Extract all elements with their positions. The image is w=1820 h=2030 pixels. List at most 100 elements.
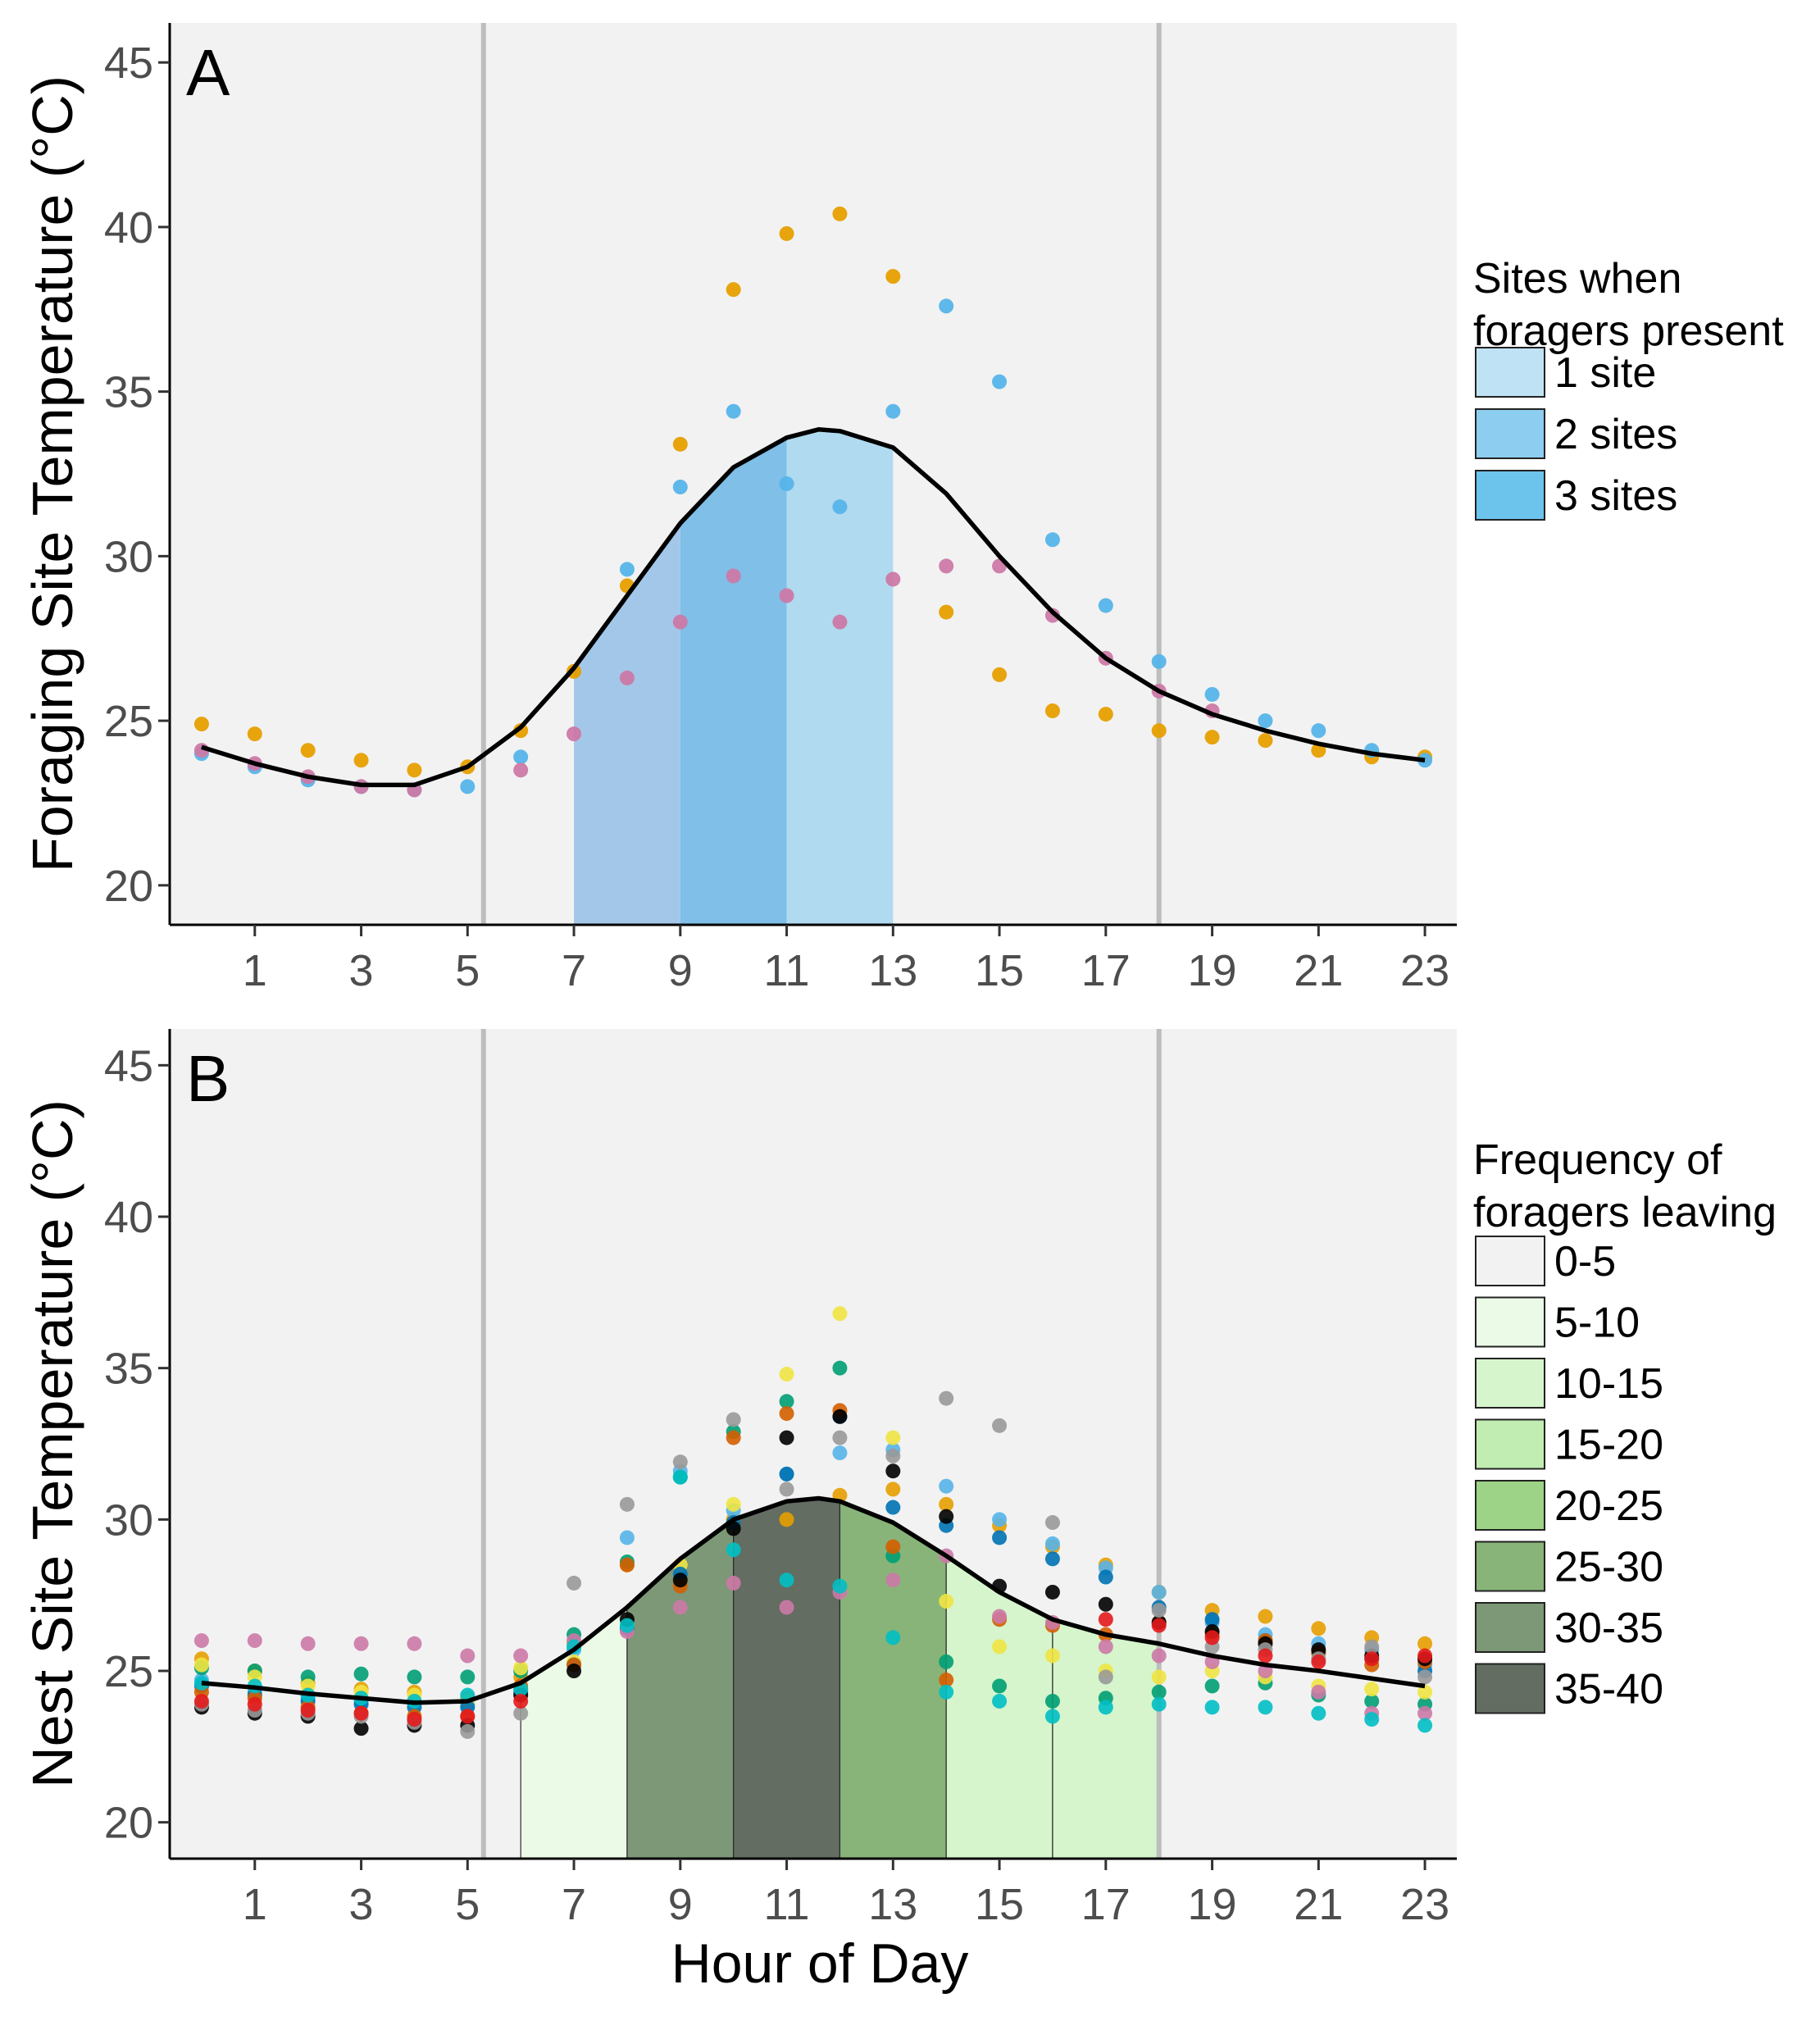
- data-point: [353, 1705, 369, 1721]
- data-point: [1311, 1684, 1326, 1700]
- data-point: [1204, 686, 1220, 702]
- data-point: [1044, 608, 1060, 623]
- data-point: [1044, 703, 1060, 719]
- data-point: [619, 1557, 635, 1573]
- data-point: [513, 723, 529, 739]
- data-point: [513, 1648, 529, 1664]
- legend-item: 1 site: [1475, 347, 1656, 398]
- legend-item: 35-40: [1475, 1663, 1663, 1714]
- data-point: [1151, 653, 1167, 669]
- data-point: [992, 1418, 1008, 1433]
- x-tick-label: 5: [455, 1880, 480, 1929]
- shaded-bands: [574, 429, 894, 925]
- data-point: [460, 1723, 475, 1739]
- legend-item: 5-10: [1475, 1296, 1640, 1348]
- x-tick-label: 7: [562, 946, 586, 995]
- data-point: [1311, 1621, 1326, 1636]
- y-tick-label: 35: [104, 1345, 153, 1394]
- data-point: [1098, 1569, 1113, 1585]
- x-tick-label: 3: [349, 1880, 374, 1929]
- data-point: [1204, 1612, 1220, 1627]
- shaded-band: [680, 437, 787, 925]
- data-point: [832, 1306, 848, 1322]
- data-point: [779, 1482, 794, 1497]
- data-point: [1044, 1551, 1060, 1567]
- data-point: [992, 1530, 1008, 1545]
- data-point: [885, 1463, 901, 1479]
- data-point: [779, 1430, 794, 1445]
- data-point: [672, 436, 688, 452]
- data-point: [1044, 1515, 1060, 1531]
- data-point: [353, 753, 369, 768]
- data-point: [247, 1696, 262, 1712]
- data-point: [939, 1594, 954, 1609]
- data-point: [1151, 1684, 1167, 1700]
- data-point: [353, 1636, 369, 1651]
- data-point: [992, 1693, 1008, 1709]
- data-point: [1417, 1684, 1433, 1700]
- data-point: [460, 1709, 475, 1724]
- data-point: [885, 571, 901, 587]
- data-point: [1311, 1705, 1326, 1721]
- data-point: [672, 1600, 688, 1615]
- data-point: [779, 1466, 794, 1482]
- y-tick-label: 20: [104, 862, 153, 911]
- data-point: [992, 1512, 1008, 1527]
- data-point: [566, 1575, 582, 1591]
- data-point: [407, 762, 422, 778]
- legend-item: 15-20: [1475, 1418, 1663, 1470]
- x-tick-label: 7: [562, 1880, 586, 1929]
- data-point: [726, 1542, 741, 1558]
- legend-item: 2 sites: [1475, 408, 1677, 459]
- data-point: [513, 1693, 529, 1709]
- legend-swatch: [1475, 1418, 1545, 1470]
- x-tick-label: 9: [668, 946, 693, 995]
- x-tick-label: 3: [349, 946, 374, 995]
- data-point: [939, 1496, 954, 1512]
- data-point: [1151, 1696, 1167, 1712]
- data-point: [353, 1666, 369, 1682]
- data-point: [460, 1648, 475, 1664]
- data-point: [832, 1409, 848, 1424]
- data-point: [407, 1669, 422, 1685]
- legend-title: Frequency of: [1473, 1136, 1722, 1184]
- x-tick-label: 15: [975, 946, 1024, 995]
- data-point: [885, 1539, 901, 1554]
- data-point: [513, 749, 529, 765]
- legend-item: 0-5: [1475, 1236, 1616, 1286]
- data-point: [247, 1633, 262, 1649]
- data-point: [885, 1448, 901, 1463]
- legend-item: 20-25: [1475, 1480, 1663, 1531]
- data-point: [460, 779, 475, 794]
- data-point: [1311, 1654, 1326, 1669]
- legend-swatch: [1475, 408, 1545, 459]
- data-point: [513, 1705, 529, 1721]
- data-point: [1098, 598, 1113, 613]
- data-point: [672, 1573, 688, 1588]
- data-point: [300, 1636, 316, 1651]
- data-point: [1204, 1700, 1220, 1715]
- data-point: [1258, 1648, 1273, 1664]
- data-point: [1151, 1669, 1167, 1685]
- legend-item: 10-15: [1475, 1358, 1663, 1409]
- legend-label: 30-35: [1554, 1604, 1663, 1652]
- data-point: [1417, 1648, 1433, 1664]
- data-point: [619, 1618, 635, 1633]
- legend-label: 0-5: [1554, 1238, 1616, 1286]
- series-site-10: [193, 1469, 1433, 1733]
- data-point: [885, 403, 901, 419]
- data-point: [193, 1657, 209, 1673]
- data-point: [460, 1669, 475, 1685]
- data-point: [779, 1394, 794, 1409]
- data-point: [672, 614, 688, 630]
- legend-item: 3 sites: [1475, 470, 1677, 521]
- legend-title: foragers leaving: [1473, 1189, 1777, 1236]
- data-point: [1364, 1651, 1380, 1667]
- data-point: [1098, 1700, 1113, 1715]
- x-tick-label: 13: [868, 1880, 917, 1929]
- data-point: [1151, 1584, 1167, 1600]
- data-point: [1204, 730, 1220, 745]
- data-point: [939, 1391, 954, 1406]
- x-tick-label: 11: [764, 946, 810, 995]
